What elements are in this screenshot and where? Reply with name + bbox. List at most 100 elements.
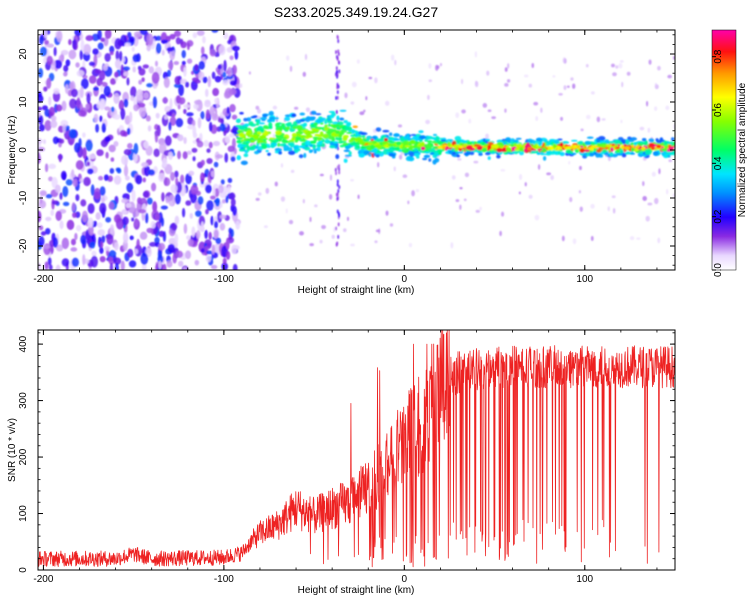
spectrogram-cell: [217, 64, 223, 70]
spectrogram-cell: [239, 132, 245, 138]
y-tick-label-0-3: 10: [18, 96, 29, 108]
spectrogram-cell: [580, 145, 584, 148]
spectrogram-cell: [365, 96, 368, 101]
spectrogram-cell: [63, 65, 69, 72]
spectrogram-cell: [651, 171, 656, 177]
spectrogram-cell: [43, 86, 48, 92]
spectrogram-cell: [46, 77, 52, 89]
spectrogram-cell: [121, 198, 129, 204]
spectrogram-cell: [152, 201, 158, 213]
spectrogram-cell: [64, 84, 69, 94]
spectrogram-cell: [104, 52, 111, 62]
spectrogram-cell: [611, 63, 615, 68]
spectrogram-cell: [319, 122, 324, 125]
spectrogram-cell: [200, 159, 205, 166]
y-tick-label-0-2: 0: [18, 147, 29, 153]
spectrogram-cell: [669, 142, 674, 146]
spectrogram-cell: [394, 59, 397, 66]
spectrogram-cell: [258, 122, 265, 125]
spectrogram-cell: [574, 145, 578, 149]
spectrogram-cell: [398, 154, 403, 160]
spectrogram-cell: [305, 135, 313, 138]
spectrogram-cell: [148, 66, 155, 74]
spectrogram-cell: [55, 210, 62, 221]
x-tick-label-1-0: -200: [33, 574, 53, 585]
spectrogram-cell: [177, 134, 184, 142]
spectrogram-cell: [487, 156, 491, 160]
spectrogram-cell: [348, 151, 352, 156]
spectrogram-cell: [155, 35, 162, 41]
spectrogram-cell: [39, 196, 43, 205]
spectrogram-cell: [356, 145, 360, 149]
spectrogram-cell: [223, 32, 229, 40]
spectrogram-cell: [146, 83, 153, 88]
spectrogram-cell: [537, 148, 543, 151]
spectrogram-cell: [204, 229, 208, 240]
spectrogram-cell: [343, 149, 351, 153]
spectrogram-cell: [259, 116, 268, 120]
spectrogram-cell: [654, 197, 659, 205]
spectrogram-cell: [68, 49, 77, 60]
spectrogram-cell: [487, 144, 491, 150]
spectrogram-cell: [154, 236, 160, 244]
spectrogram-cell: [303, 152, 307, 159]
spectrogram-cell: [86, 161, 91, 167]
spectrogram-cell: [214, 197, 221, 207]
spectrogram-cell: [344, 92, 348, 99]
spectrogram-cell: [565, 149, 572, 154]
spectrogram-cell: [99, 186, 106, 196]
spectrogram-cell: [100, 37, 105, 42]
spectrogram-cell: [633, 141, 638, 146]
spectrogram-cell: [459, 186, 463, 190]
spectrogram-cell: [339, 144, 345, 148]
spectrogram-cell: [578, 190, 582, 194]
spectrogram-cell: [335, 171, 338, 176]
spectrogram-heatmap: [38, 30, 675, 270]
spectrogram-cell: [350, 101, 355, 105]
spectrogram-cell: [504, 108, 507, 113]
spectrogram-cell: [360, 132, 368, 136]
spectrogram-cell: [172, 253, 177, 264]
spectrogram-cell: [393, 133, 400, 137]
spectrogram-cell: [186, 235, 191, 240]
spectrogram-cell: [209, 105, 215, 116]
spectrogram-cell: [252, 115, 258, 118]
spectrogram-cell: [141, 77, 145, 83]
spectrogram-cell: [133, 152, 138, 163]
spectrogram-cell: [167, 60, 174, 70]
spectrogram-cell: [302, 71, 307, 77]
spectrogram-cell: [75, 62, 80, 68]
spectrogram-cell: [625, 140, 630, 146]
spectrogram-cell: [335, 226, 338, 231]
spectrogram-cell: [549, 149, 557, 155]
spectrogram-cell: [388, 141, 396, 144]
spectrogram-cell: [123, 98, 129, 108]
spectrogram-cell: [616, 152, 624, 156]
spectrogram-cell: [160, 217, 165, 227]
snr-panel: -200 -100 0 100 0 100 200 300 400 Height of stra…: [7, 329, 676, 596]
spectrogram-cell: [514, 148, 520, 151]
spectrogram-cell: [515, 137, 522, 140]
spectrogram-cell: [275, 126, 279, 132]
spectrogram-cell: [612, 207, 616, 214]
spectrogram-cell: [44, 40, 50, 45]
spectrogram-cell: [479, 206, 482, 211]
spectrogram-cell: [55, 264, 61, 270]
spectrogram-cell: [181, 207, 186, 218]
spectrogram-cell: [194, 259, 200, 266]
spectrogram-cell: [572, 83, 576, 89]
spectrogram-cell: [212, 186, 216, 199]
spectrogram-cell: [173, 83, 181, 88]
spectrogram-cell: [133, 104, 139, 112]
spectrogram-cell: [338, 60, 341, 65]
spectrogram-cell: [350, 137, 356, 141]
spectrogram-cell: [356, 59, 360, 64]
spectrogram-cell: [596, 139, 601, 143]
spectrogram-cell: [113, 140, 119, 147]
spectrogram-cell: [228, 227, 233, 234]
spectrogram-cell: [170, 171, 175, 181]
spectrogram-cell: [225, 250, 231, 260]
spectrogram-cell: [87, 168, 94, 175]
spectrogram-cell: [344, 145, 350, 150]
spectrogram-cell: [114, 38, 122, 50]
